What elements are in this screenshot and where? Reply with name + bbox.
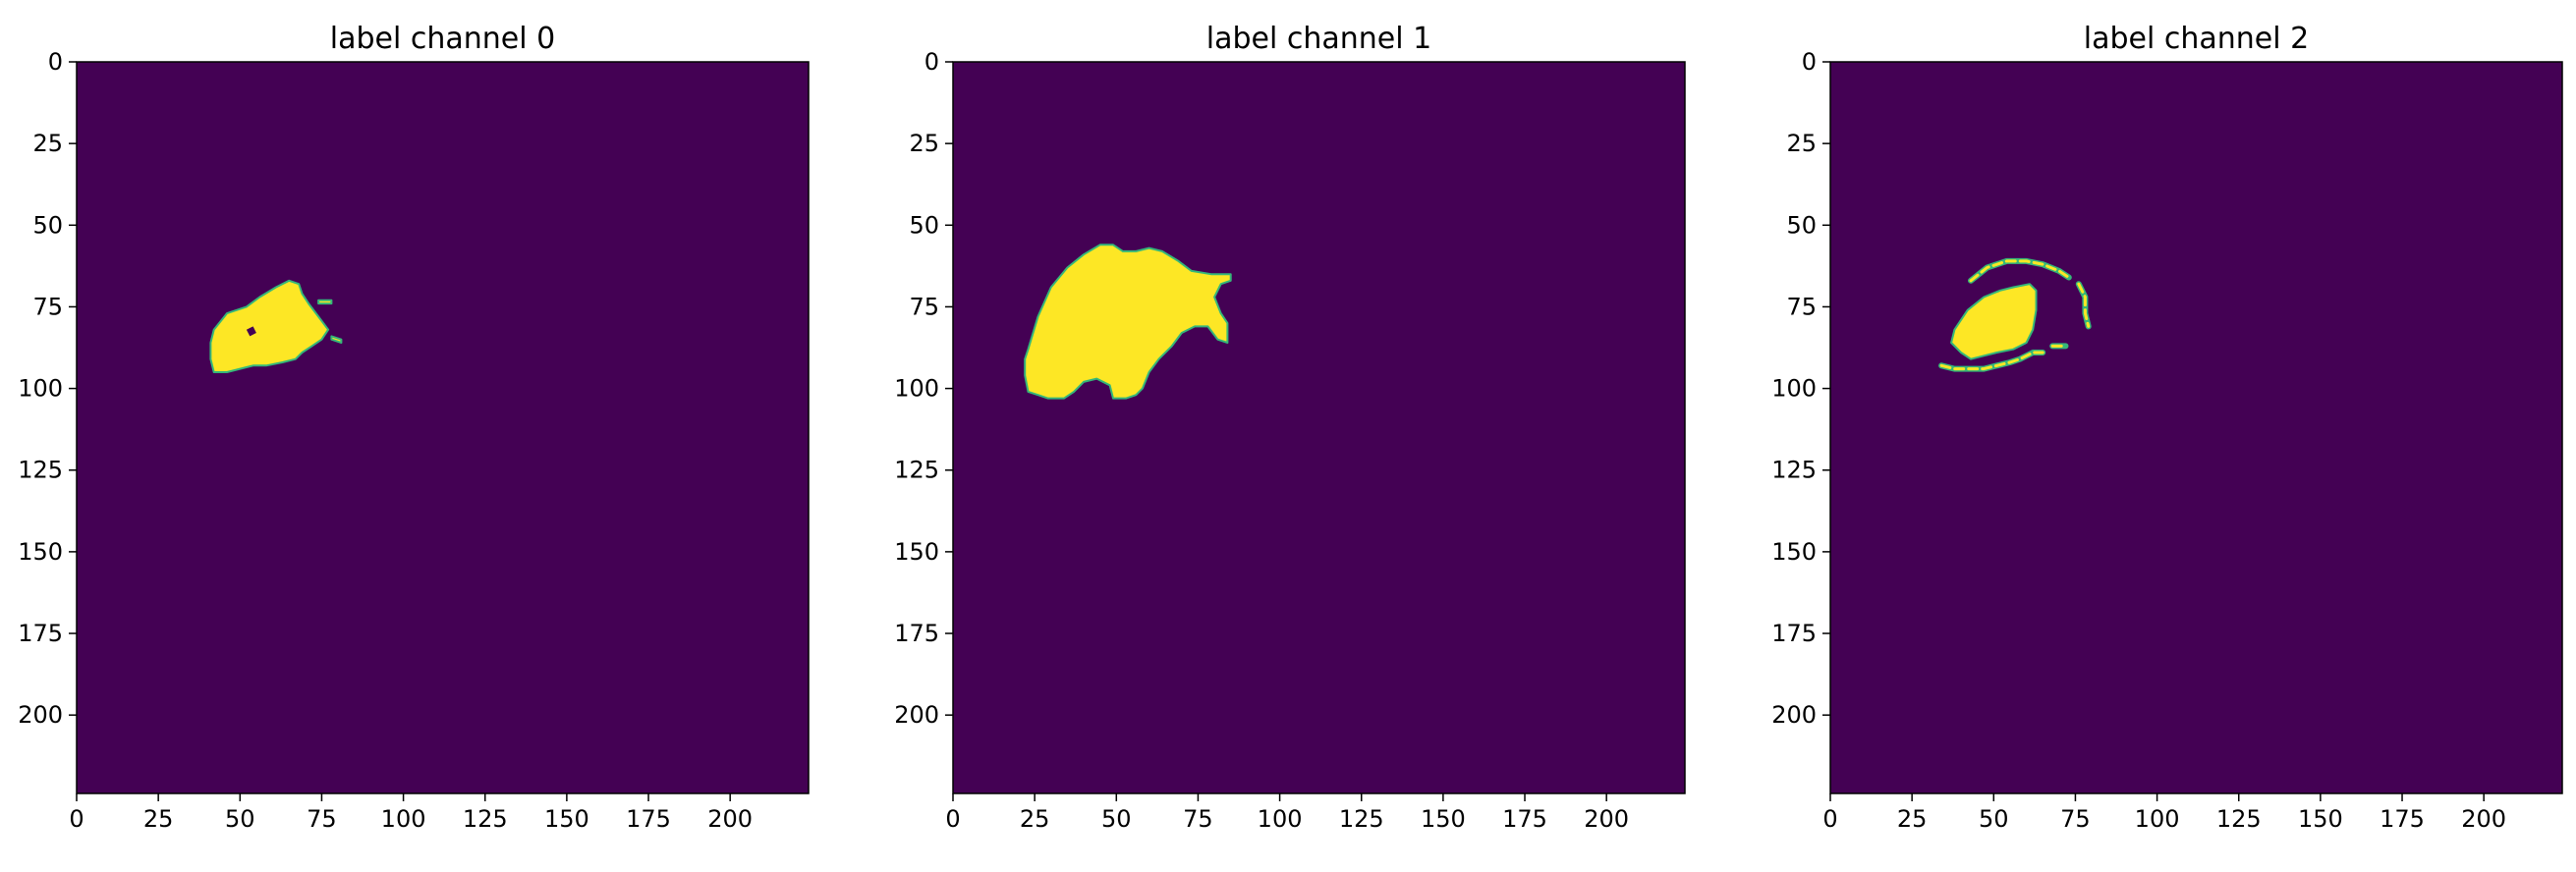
y-tick-label: 50 [909, 211, 939, 239]
axes-frame [1829, 61, 2563, 794]
y-tick-label: 200 [1771, 701, 1817, 729]
axes-frame [76, 61, 810, 794]
y-tick-label: 0 [48, 48, 63, 76]
x-tick-label: 175 [1502, 805, 1547, 833]
y-tick-label: 75 [909, 293, 939, 320]
x-tick-label: 100 [2135, 805, 2180, 833]
x-tick-label: 150 [1421, 805, 1466, 833]
x-tick-label: 200 [1584, 805, 1629, 833]
x-tick-label: 75 [2060, 805, 2091, 833]
mask-region-3 [330, 335, 343, 344]
mask-background [953, 62, 1685, 793]
y-tick-label: 100 [1771, 375, 1817, 403]
x-tick-label: 0 [945, 805, 960, 833]
x-tick-label: 0 [69, 805, 84, 833]
x-tick-label: 75 [1183, 805, 1213, 833]
y-tick-label: 125 [894, 457, 939, 484]
y-tick-label: 25 [1786, 130, 1817, 157]
y-tick-label: 200 [18, 701, 63, 729]
x-tick-label: 50 [1101, 805, 1132, 833]
x-tick-label: 0 [1822, 805, 1837, 833]
mask-image [209, 279, 343, 373]
x-tick-label: 175 [2380, 805, 2425, 833]
y-tick-label: 25 [909, 130, 939, 157]
y-tick-label: 150 [18, 538, 63, 566]
x-tick-label: 100 [381, 805, 426, 833]
y-tick-label: 50 [1786, 211, 1817, 239]
y-tick-label: 0 [1802, 48, 1817, 76]
x-tick-label: 200 [707, 805, 753, 833]
x-tick-label: 175 [626, 805, 671, 833]
mask-contour-3 [1939, 351, 2044, 371]
x-tick-label: 125 [463, 805, 508, 833]
mask-image [1024, 244, 1232, 400]
y-tick-label: 175 [18, 620, 63, 647]
y-tick-label: 125 [1771, 457, 1817, 484]
y-tick-label: 100 [18, 375, 63, 403]
x-tick-label: 25 [1020, 805, 1050, 833]
x-tick-label: 150 [2298, 805, 2343, 833]
heatmap-panel-2: label channel 2 0 25 50 75 100 125 150 175 200 0 25… [1771, 22, 2563, 833]
mask-contour-2 [2077, 282, 2091, 328]
y-tick-label: 100 [894, 375, 939, 403]
x-tick-label: 50 [1979, 805, 2009, 833]
y-tick-label: 75 [32, 293, 63, 320]
mask-image [1938, 257, 2092, 372]
mask-background [1830, 62, 2562, 793]
y-tick-label: 200 [894, 701, 939, 729]
mask-region-0 [209, 279, 330, 373]
x-tick-label: 200 [2461, 805, 2506, 833]
x-tick-label: 125 [1339, 805, 1384, 833]
mask-region-0 [1024, 244, 1232, 400]
mask-region-1 [246, 326, 256, 337]
mask-background [77, 62, 809, 793]
x-tick-label: 50 [225, 805, 255, 833]
axes-frame [952, 61, 1686, 794]
x-tick-label: 150 [544, 805, 589, 833]
y-tick-label: 175 [1771, 620, 1817, 647]
chart-title: label channel 2 [2084, 22, 2309, 56]
y-tick-label: 150 [894, 538, 939, 566]
heatmap-panel-1: label channel 1 0 25 50 75 100 125 150 175 200 0 25… [894, 22, 1686, 833]
x-tick-label: 25 [1897, 805, 1928, 833]
mask-region-0 [1950, 283, 2038, 360]
chart-title: label channel 0 [330, 22, 555, 56]
y-tick-label: 50 [32, 211, 63, 239]
chart-title: label channel 1 [1206, 22, 1431, 56]
mask-region-2 [317, 299, 333, 305]
x-tick-label: 75 [307, 805, 337, 833]
y-tick-label: 75 [1786, 293, 1817, 320]
x-tick-label: 25 [143, 805, 174, 833]
y-tick-label: 175 [894, 620, 939, 647]
mask-contour-1 [1969, 259, 2071, 283]
heatmap-panel-0: label channel 0 0 25 50 75 100 125 150 175 200 0 25… [18, 22, 810, 833]
y-tick-label: 25 [32, 130, 63, 157]
x-tick-label: 100 [1258, 805, 1303, 833]
y-tick-label: 150 [1771, 538, 1817, 566]
y-tick-label: 0 [924, 48, 939, 76]
x-tick-label: 125 [2216, 805, 2262, 833]
y-tick-label: 125 [18, 457, 63, 484]
